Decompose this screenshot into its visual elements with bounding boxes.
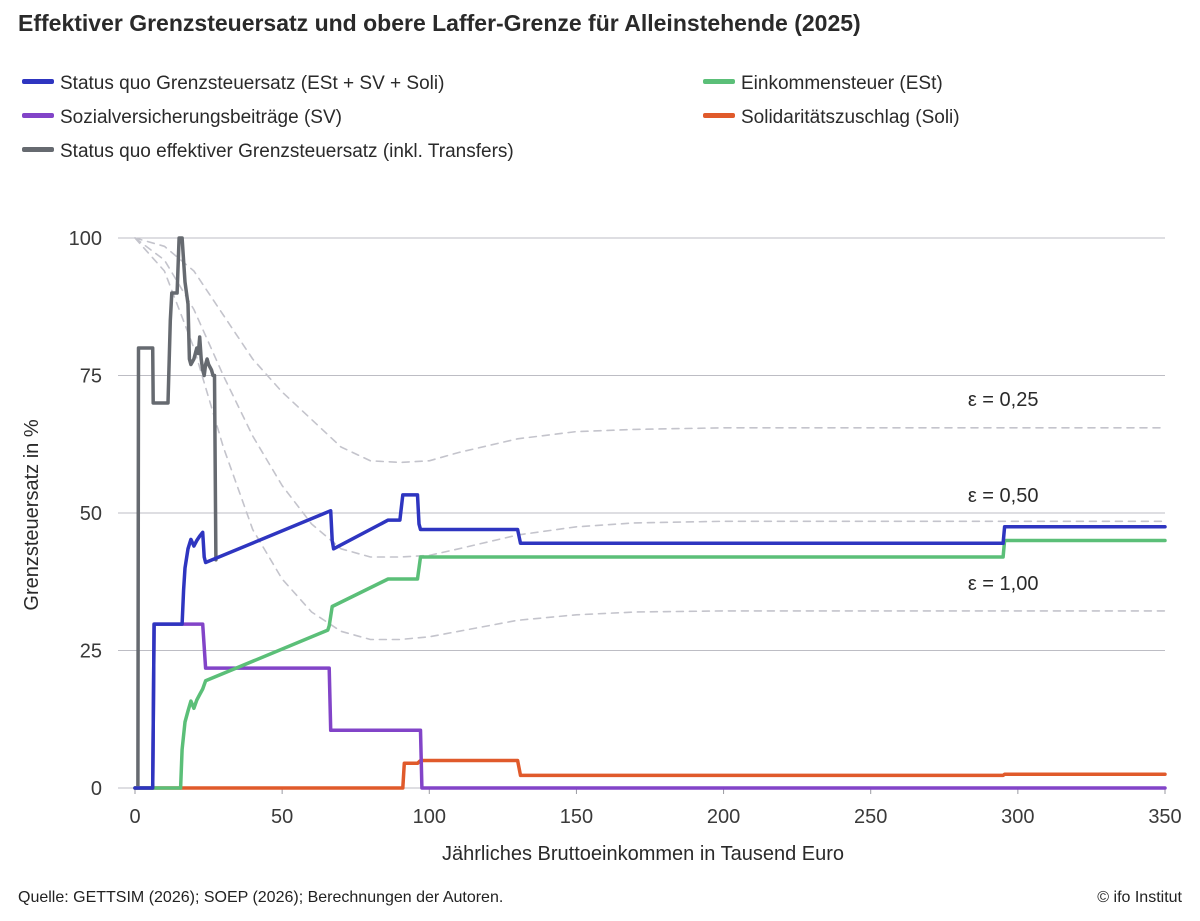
- series-line-4: [133, 236, 218, 790]
- legend: Status quo Grenzsteuersatz (ESt + SV + S…: [0, 0, 1200, 180]
- legend-swatch: [22, 79, 54, 85]
- x-tick-label: 350: [1148, 806, 1181, 828]
- y-tick-label: 100: [69, 228, 102, 250]
- x-tick-label: 200: [707, 806, 740, 828]
- legend-swatch: [703, 113, 735, 119]
- y-tick-label: 75: [80, 366, 102, 388]
- legend-item: Sozialversicherungsbeiträge (SV): [22, 107, 342, 129]
- legend-label: Sozialversicherungsbeiträge (SV): [60, 107, 342, 128]
- x-tick-label: 300: [1001, 806, 1034, 828]
- legend-item: Solidaritätszuschlag (Soli): [703, 107, 960, 129]
- source-note: Quelle: GETTSIM (2026); SOEP (2026); Ber…: [18, 889, 504, 906]
- copyright-note: © ifo Institut: [1097, 889, 1182, 906]
- series-line-5: [134, 237, 1166, 464]
- series-line-0: [133, 493, 1167, 790]
- elasticity-annotation: ε = 0,25: [968, 389, 1039, 411]
- legend-item: Status quo Grenzsteuersatz (ESt + SV + S…: [22, 73, 444, 95]
- series-line-1: [133, 538, 1167, 790]
- elasticity-annotation: ε = 1,00: [968, 573, 1039, 595]
- legend-item: Einkommensteuer (ESt): [703, 73, 943, 95]
- x-axis-label: Jährliches Bruttoeinkommen in Tausend Eu…: [442, 843, 844, 865]
- x-tick-label: 50: [271, 806, 293, 828]
- legend-item: Status quo effektiver Grenzsteuersatz (i…: [22, 141, 514, 163]
- elasticity-annotation: ε = 0,50: [968, 485, 1039, 507]
- y-tick-label: 25: [80, 641, 102, 663]
- x-tick-label: 150: [560, 806, 593, 828]
- legend-label: Einkommensteuer (ESt): [741, 73, 943, 94]
- y-tick-label: 50: [80, 503, 102, 525]
- y-tick-label: 0: [91, 778, 102, 800]
- series-line-7: [134, 237, 1166, 641]
- legend-label: Solidaritätszuschlag (Soli): [741, 107, 960, 128]
- series-line-2: [133, 622, 1167, 790]
- legend-swatch: [22, 113, 54, 119]
- x-tick-label: 100: [413, 806, 446, 828]
- chart-title: Effektiver Grenzsteuersatz und obere Laf…: [18, 10, 861, 36]
- y-axis-label: Grenzsteuersatz in %: [21, 419, 43, 610]
- x-tick-label: 250: [854, 806, 887, 828]
- legend-swatch: [22, 147, 54, 153]
- legend-label: Status quo Grenzsteuersatz (ESt + SV + S…: [60, 73, 445, 94]
- x-tick-label: 0: [129, 806, 140, 828]
- series-line-3: [133, 758, 1167, 790]
- legend-swatch: [703, 79, 735, 85]
- legend-label: Status quo effektiver Grenzsteuersatz (i…: [60, 141, 514, 162]
